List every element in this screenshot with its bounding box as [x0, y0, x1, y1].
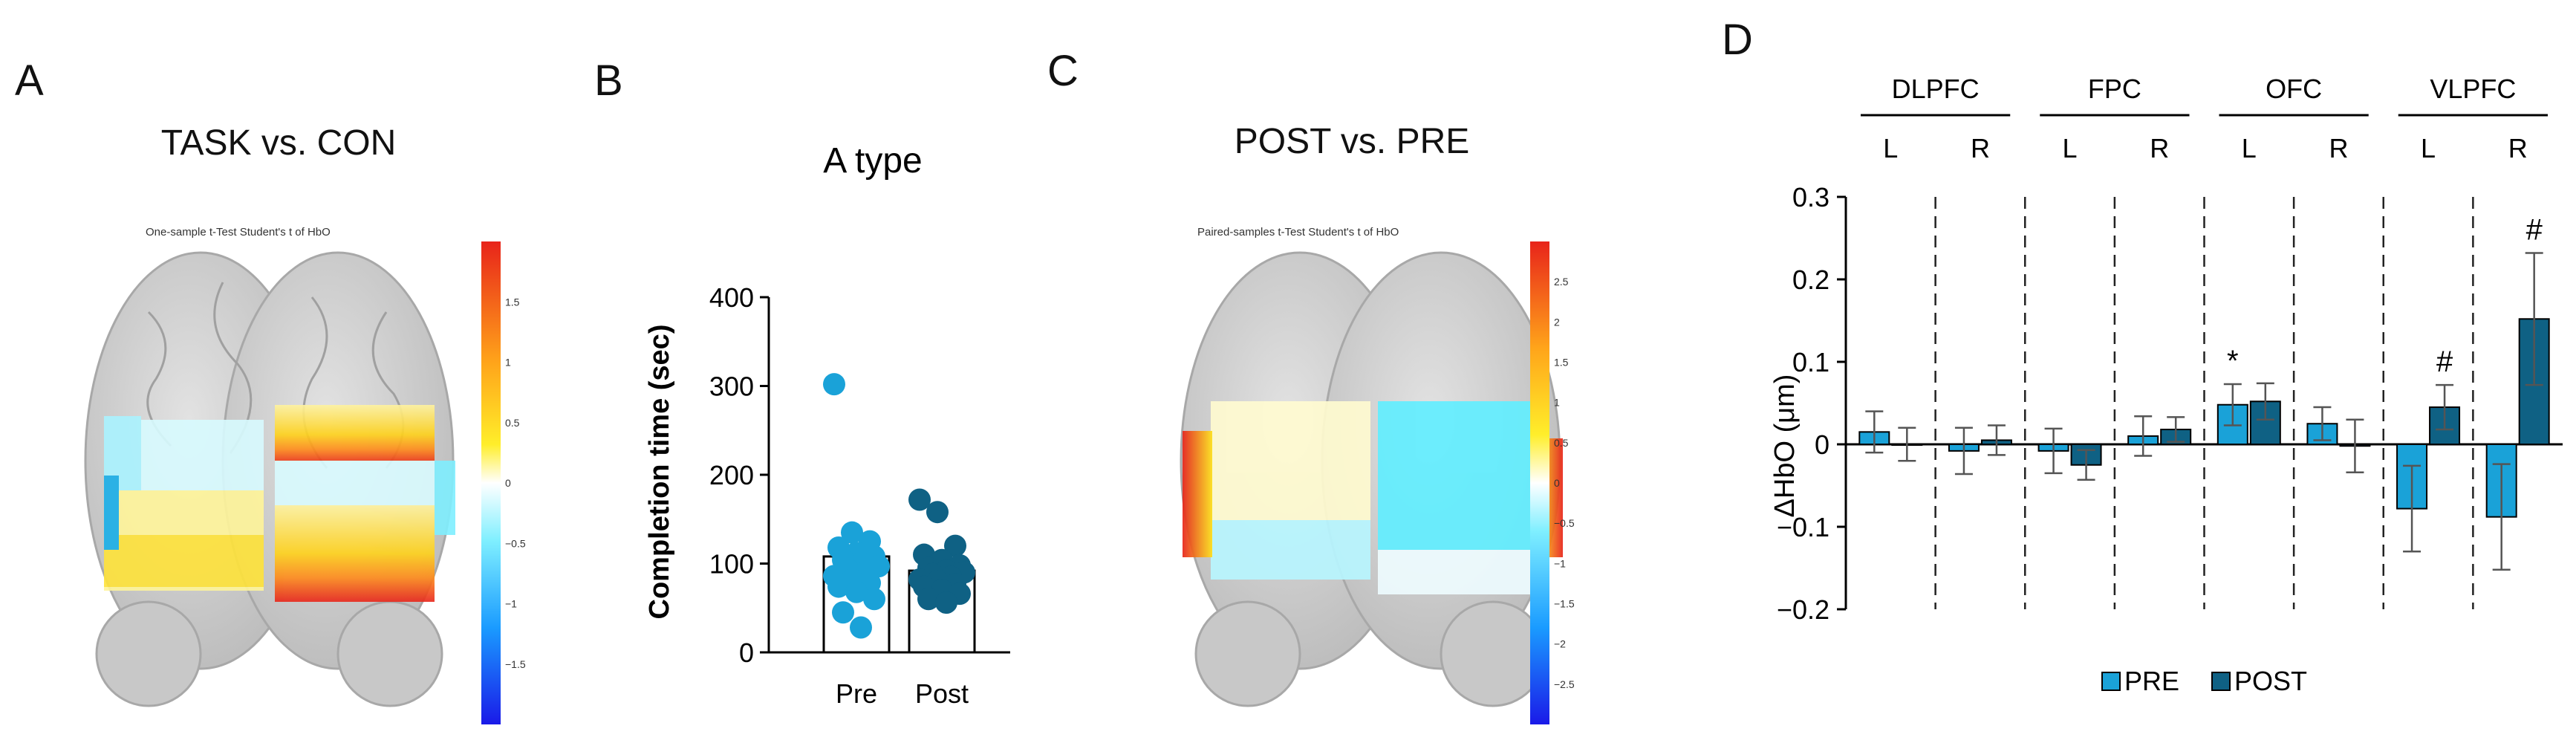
panel-b-data-point — [823, 373, 845, 396]
panel-d-y-tick-label: 0 — [1815, 429, 1829, 460]
panel-c-brain-map: 2.5 2 1.5 1 0.5 0 −0.5 −1 −1.5 −2 −2.5 — [1180, 241, 1575, 724]
panel-b-y-tick-label: 200 — [709, 460, 754, 490]
panel-b-data-point — [944, 534, 966, 557]
panel-d-side-label: R — [2329, 133, 2348, 163]
panel-b-y-tick-label: 300 — [709, 372, 754, 402]
panel-d-side-label: L — [2242, 133, 2257, 163]
panel-a-colorbar-tick: −0.5 — [505, 537, 526, 549]
panel-c-colorbar-tick: 1.5 — [1554, 357, 1569, 369]
panel-d-y-tick-label: 0.3 — [1792, 182, 1829, 212]
panel-d-side-label: L — [2421, 133, 2436, 163]
panel-d-significance-mark: * — [2227, 345, 2239, 377]
panel-c-colorbar-tick: 0 — [1554, 477, 1560, 489]
panel-b-chart: A type Completion time (sec) 0 100 200 300 4… — [644, 141, 1010, 709]
panel-c-colorbar-ticks: 2.5 2 1.5 1 0.5 0 −0.5 −1 −1.5 −2 −2.5 — [1554, 276, 1575, 690]
panel-a-colorbar — [481, 241, 501, 724]
panel-a-colorbar-tick: −1.5 — [505, 658, 526, 670]
panel-c-colorbar-tick: 1 — [1554, 397, 1560, 409]
panel-c-colorbar-tick: 0.5 — [1554, 437, 1569, 449]
panel-b-y-tick-label: 400 — [709, 282, 754, 313]
panel-a-colorbar-tick: 0.5 — [505, 417, 520, 429]
panel-a-colorbar-tick: 0 — [505, 477, 511, 489]
panel-c-colorbar-tick: 2 — [1554, 316, 1560, 328]
panel-c-colorbar-tick: 2.5 — [1554, 276, 1569, 288]
panel-d-y-tick-label: −0.1 — [1777, 512, 1829, 542]
panel-d-y-axis-label: ΔHbO (μm) — [1769, 374, 1801, 518]
panel-c-colorbar-tick: −2 — [1554, 638, 1566, 650]
panel-b-title: A type — [823, 141, 922, 181]
panel-c-colorbar-tick: −2.5 — [1554, 678, 1575, 690]
panel-d-side-label: R — [2508, 133, 2528, 163]
panel-d-y-tick-label: 0.2 — [1792, 265, 1829, 295]
panel-d-significance-mark: # — [2526, 213, 2543, 246]
panel-b-x-tick-label: Post — [915, 678, 969, 709]
panel-d-side-label: L — [2063, 133, 2078, 163]
panel-d-y-tick-label: −0.2 — [1777, 594, 1829, 625]
panel-d-significance-mark: # — [2436, 345, 2453, 378]
panel-letter-c: C — [1047, 47, 1079, 95]
panel-b-x-tick-label: Pre — [836, 678, 877, 709]
panel-d-side-label: R — [1971, 133, 1990, 163]
panel-letter-d: D — [1722, 16, 1753, 64]
panel-a-brain-map: 1.5 1 0.5 0 −0.5 −1 −1.5 — [84, 241, 526, 724]
panel-c-colorbar-tick: −1 — [1554, 557, 1566, 569]
panel-c-colorbar-tick: −1.5 — [1554, 598, 1575, 610]
panel-a-map-caption: One-sample t-Test Student's t of HbO — [146, 226, 331, 239]
panel-d-y-tick-label: 0.1 — [1792, 347, 1829, 377]
panel-b-data-point — [908, 488, 931, 511]
panel-d-side-label: L — [1883, 133, 1898, 163]
activation-overlay — [104, 405, 455, 602]
panel-a-colorbar-tick: −1 — [505, 598, 517, 610]
panel-letter-b: B — [594, 56, 623, 105]
panel-b-data-point — [827, 575, 850, 598]
panel-letter-a: A — [15, 56, 44, 105]
panel-d-legend-label: PRE — [2124, 666, 2179, 696]
panel-c-colorbar-tick: −0.5 — [1554, 517, 1575, 529]
panel-d-region-label: FPC — [2088, 74, 2141, 104]
panel-a-colorbar-tick: 1.5 — [505, 296, 520, 308]
panel-c-colorbar — [1530, 241, 1549, 724]
panel-b-data-point — [935, 591, 957, 614]
panel-d-legend-swatch-post — [2211, 672, 2231, 691]
panel-a-colorbar-ticks: 1.5 1 0.5 0 −0.5 −1 −1.5 — [505, 296, 526, 670]
panel-d-legend-label: POST — [2234, 666, 2307, 696]
panel-a-title: TASK vs. CON — [160, 123, 397, 163]
panel-b-data-point — [841, 521, 863, 544]
panel-b-data-point — [845, 580, 868, 603]
panel-b-data-point — [926, 501, 949, 524]
panel-b-data-point — [917, 588, 940, 611]
panel-d-region-label: OFC — [2266, 74, 2322, 104]
panel-d-chart: ΔHbO (μm) 0.3 0.2 0.1 0 −0.1 −0.2 DLPFC L R FPC L R… — [1769, 74, 2563, 696]
panel-d-region-label: DLPFC — [1892, 74, 1980, 104]
panel-b-y-tick-label: 100 — [709, 549, 754, 580]
panel-d-region-label: VLPFC — [2430, 74, 2516, 104]
panel-a-colorbar-tick: 1 — [505, 357, 511, 369]
panel-c-map-caption: Paired-samples t-Test Student's t of HbO — [1197, 226, 1399, 239]
panel-d-side-label: R — [2150, 133, 2169, 163]
panel-c-title: POST vs. PRE — [1234, 122, 1470, 161]
panel-b-data-point — [863, 588, 885, 611]
panel-b-y-axis-label: Completion time (sec) — [644, 325, 675, 620]
panel-d-legend-swatch-pre — [2101, 672, 2121, 691]
activation-overlay — [1183, 401, 1563, 594]
panel-b-data-point — [850, 616, 872, 639]
panel-b-y-tick-label: 0 — [739, 637, 754, 668]
panel-b-data-point — [832, 601, 854, 624]
